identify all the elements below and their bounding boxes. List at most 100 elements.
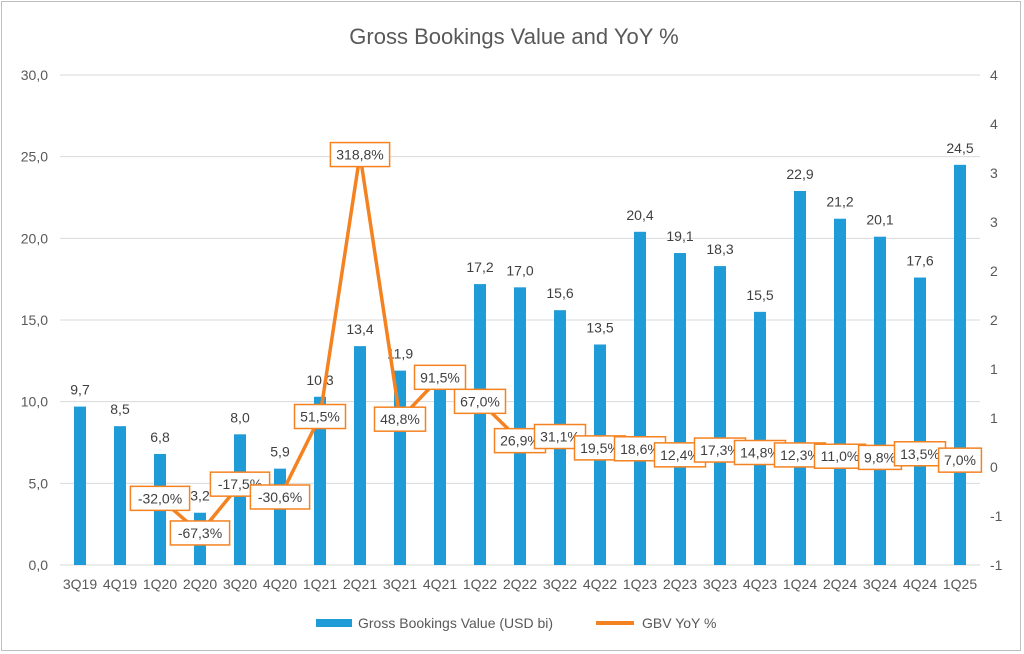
bar-3Q23 xyxy=(714,266,726,565)
legend-label-gbv: Gross Bookings Value (USD bi) xyxy=(358,615,553,631)
yoy-label-4Q24: 13,5% xyxy=(893,441,947,467)
x-tick-3Q20: 3Q20 xyxy=(223,576,257,592)
left-tick-label: 10,0 xyxy=(21,394,48,410)
bar-1Q25 xyxy=(954,164,966,566)
yoy-label-2Q21: 318,8% xyxy=(329,141,391,168)
yoy-label-text: 11,0% xyxy=(821,448,860,464)
yoy-label-box xyxy=(249,484,311,510)
x-tick-1Q21: 1Q21 xyxy=(303,576,337,592)
right-tick-label: 0 xyxy=(990,459,998,475)
x-tick-4Q23: 4Q23 xyxy=(743,576,777,592)
x-tick-2Q22: 2Q22 xyxy=(503,576,537,592)
yoy-label-box xyxy=(413,364,467,391)
x-tick-4Q21: 4Q21 xyxy=(423,576,457,592)
bar-label-2Q24: 21,2 xyxy=(826,194,853,210)
left-tick-label: 5,0 xyxy=(29,475,49,491)
yoy-label-1Q20: -32,0% xyxy=(129,485,191,512)
right-tick-label: 4 xyxy=(990,67,998,83)
yoy-label-text: 31,1% xyxy=(540,429,580,445)
right-tick-label: 2 xyxy=(990,312,998,328)
yoy-label-text: -67,3% xyxy=(178,525,222,541)
bar-2Q23 xyxy=(674,253,686,566)
bar-2Q24 xyxy=(834,218,846,565)
x-tick-2Q23: 2Q23 xyxy=(663,576,697,592)
bar-3Q20 xyxy=(234,434,246,565)
left-tick-label: 25,0 xyxy=(21,149,48,165)
bar-2Q22 xyxy=(514,287,526,565)
yoy-label-box xyxy=(129,485,191,512)
bar-label-4Q19: 8,5 xyxy=(110,401,130,417)
yoy-label-box xyxy=(329,141,391,168)
bar-label-1Q24: 22,9 xyxy=(786,166,813,182)
bar-2Q21 xyxy=(354,346,366,565)
bar-label-4Q20: 5,9 xyxy=(270,444,290,460)
yoy-label-box xyxy=(893,441,947,467)
right-axis-ticks: -1 -1 0 1 1 2 2 3 3 4 4 xyxy=(990,67,1003,573)
x-tick-2Q24: 2Q24 xyxy=(823,576,857,592)
bar-data-labels: 9,7 8,5 6,8 3,2 8,0 5,9 10,3 13,4 11,9 17,2 17,0 15… xyxy=(70,140,974,504)
left-tick-label: 20,0 xyxy=(21,230,48,246)
legend: Gross Bookings Value (USD bi) GBV YoY % xyxy=(316,615,716,631)
right-tick-label: 4 xyxy=(990,116,998,132)
x-tick-4Q19: 4Q19 xyxy=(103,576,137,592)
bar-1Q21 xyxy=(314,396,326,565)
bar-label-1Q22: 17,2 xyxy=(466,259,493,275)
yoy-label-box xyxy=(937,447,983,473)
bar-1Q24 xyxy=(794,190,806,565)
yoy-label-text: 67,0% xyxy=(460,393,500,409)
yoy-label-box xyxy=(169,520,231,546)
right-tick-label: -1 xyxy=(990,508,1003,524)
bar-label-3Q21: 11,9 xyxy=(387,346,413,362)
legend-swatch-gbv xyxy=(316,619,352,627)
x-tick-3Q19: 3Q19 xyxy=(63,576,97,592)
x-tick-4Q20: 4Q20 xyxy=(263,576,297,592)
left-axis-ticks: 0,0 5,0 10,0 15,0 20,0 25,0 30,0 xyxy=(21,67,48,573)
bar-4Q21 xyxy=(434,380,446,565)
yoy-label-text: -30,6% xyxy=(258,489,302,505)
x-tick-1Q20: 1Q20 xyxy=(143,576,177,592)
right-tick-label: 3 xyxy=(990,214,998,230)
bar-4Q24 xyxy=(914,277,926,565)
bar-label-1Q20: 6,8 xyxy=(150,429,170,445)
chart-title: Gross Bookings Value and YoY % xyxy=(349,24,678,49)
yoy-label-text: 12,3% xyxy=(780,447,820,463)
x-tick-3Q21: 3Q21 xyxy=(383,576,417,592)
x-tick-2Q21: 2Q21 xyxy=(343,576,377,592)
yoy-label-text: 12,4% xyxy=(660,447,700,463)
yoy-label-box xyxy=(293,403,347,430)
yoy-label-text: 13,5% xyxy=(900,446,940,462)
yoy-label-box xyxy=(453,388,507,415)
left-tick-label: 0,0 xyxy=(29,557,49,573)
bar-3Q24 xyxy=(874,236,886,565)
x-tick-4Q22: 4Q22 xyxy=(583,576,617,592)
x-tick-1Q23: 1Q23 xyxy=(623,576,657,592)
yoy-label-3Q21: 48,8% xyxy=(373,406,427,432)
right-tick-label: 1 xyxy=(990,410,998,426)
yoy-label-text: 19,5% xyxy=(580,440,620,456)
x-tick-4Q24: 4Q24 xyxy=(903,576,937,592)
yoy-label-2Q20: -67,3% xyxy=(169,520,231,546)
bar-label-1Q25: 24,5 xyxy=(946,140,973,156)
yoy-label-text: -32,0% xyxy=(138,490,182,506)
bar-4Q20 xyxy=(274,468,286,565)
legend-label-yoy: GBV YoY % xyxy=(642,615,716,631)
bar-label-3Q20: 8,0 xyxy=(230,409,250,425)
left-tick-label: 15,0 xyxy=(21,312,48,328)
bar-label-3Q22: 15,6 xyxy=(546,285,573,301)
bar-4Q19 xyxy=(114,426,126,565)
bar-label-3Q23: 18,3 xyxy=(706,241,733,257)
x-tick-2Q20: 2Q20 xyxy=(183,576,217,592)
yoy-label-text: 91,5% xyxy=(420,369,460,385)
bar-series xyxy=(74,164,966,566)
yoy-label-text: 26,9% xyxy=(500,433,540,449)
bar-label-2Q23: 19,1 xyxy=(666,228,693,244)
yoy-label-text: 14,8% xyxy=(740,444,780,460)
yoy-label-text: 48,8% xyxy=(380,411,420,427)
right-tick-label: -1 xyxy=(990,557,1003,573)
yoy-label-text: 51,5% xyxy=(300,409,340,425)
yoy-label-text: 318,8% xyxy=(336,147,383,163)
x-tick-3Q24: 3Q24 xyxy=(863,576,897,592)
left-tick-label: 30,0 xyxy=(21,67,48,83)
